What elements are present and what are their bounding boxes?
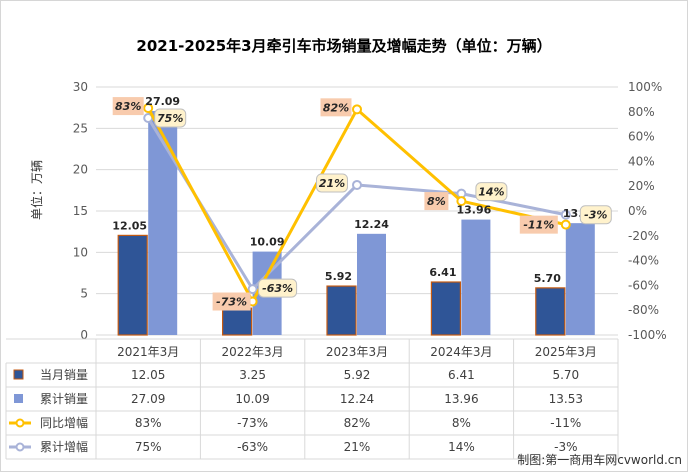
table-cell: 10.09 bbox=[235, 392, 269, 406]
bar-cumulative bbox=[565, 223, 595, 335]
monthly-value-label: 12.05 bbox=[112, 219, 147, 232]
yoy-point bbox=[352, 104, 362, 115]
yoy-point bbox=[143, 103, 154, 114]
chart-title: 2021-2025年3月牵引车市场销量及增幅走势（单位：万辆） bbox=[136, 37, 551, 55]
legend-label: 累计销量 bbox=[40, 392, 88, 406]
cum-growth-point bbox=[352, 179, 362, 190]
table-cell: 13.53 bbox=[549, 392, 583, 406]
yoy-label-box bbox=[112, 97, 144, 116]
x-category-label: 2022年3月 bbox=[222, 345, 284, 359]
table-cell: 21% bbox=[344, 440, 371, 454]
y-tick-label: 15 bbox=[73, 204, 88, 218]
table-cell: 13.96 bbox=[444, 392, 478, 406]
bar-cumulative bbox=[357, 233, 386, 335]
yoy-label-box bbox=[320, 98, 352, 117]
bar-cumulative bbox=[148, 111, 178, 335]
cumulative-value-label: 13.96 bbox=[457, 204, 492, 217]
bar-monthly bbox=[117, 234, 148, 336]
x-category-label: 2024年3月 bbox=[430, 345, 492, 359]
cum-growth-label-box bbox=[258, 278, 298, 298]
y2-tick-label: 40% bbox=[628, 154, 655, 168]
y2-tick-label: -60% bbox=[628, 278, 659, 292]
monthly-value-label: 5.70 bbox=[534, 272, 561, 285]
y-tick-label: 20 bbox=[73, 163, 88, 177]
table-cell: 5.92 bbox=[344, 368, 371, 382]
bar-monthly bbox=[430, 281, 461, 336]
table-cell: 3.25 bbox=[239, 368, 266, 382]
legend-label: 同比增幅 bbox=[40, 415, 88, 430]
legend-label: 当月销量 bbox=[40, 368, 88, 382]
table-cell: -3% bbox=[554, 440, 577, 454]
y2-tick-label: 0% bbox=[628, 204, 647, 218]
bar-monthly bbox=[326, 285, 357, 336]
bar-monthly bbox=[535, 287, 566, 336]
y-tick-label: 10 bbox=[73, 245, 88, 259]
cum-growth-label: 75% bbox=[157, 112, 183, 125]
table-cell: 82% bbox=[344, 416, 371, 430]
y-tick-label: 30 bbox=[73, 80, 88, 94]
yoy-label: 8% bbox=[427, 195, 446, 208]
cumulative-value-label: 12.24 bbox=[354, 218, 389, 231]
legend-marker bbox=[15, 418, 25, 428]
legend-label: 累计增幅 bbox=[40, 439, 88, 454]
cum-growth-label-box bbox=[579, 205, 612, 225]
monthly-value-label: 6.41 bbox=[429, 266, 456, 279]
cum-growth-label: -3% bbox=[584, 209, 607, 222]
y2-tick-label: 20% bbox=[628, 179, 655, 193]
cum-growth-point bbox=[247, 284, 258, 295]
y-tick-label: 0 bbox=[80, 328, 88, 342]
y2-tick-label: -20% bbox=[628, 229, 659, 243]
yoy-label-box bbox=[424, 192, 449, 211]
x-category-label: 2025年3月 bbox=[535, 345, 597, 359]
table-cell: 14% bbox=[448, 440, 475, 454]
yoy-point bbox=[456, 196, 467, 207]
y2-tick-label: -80% bbox=[628, 303, 659, 317]
table-cell: 83% bbox=[135, 416, 162, 430]
bar-monthly bbox=[222, 307, 253, 336]
table-cell: 6.41 bbox=[448, 368, 475, 382]
legend-marker bbox=[15, 442, 25, 452]
y2-tick-label: 80% bbox=[628, 105, 655, 119]
cum-growth-label-box bbox=[475, 182, 508, 202]
table-cell: 8% bbox=[452, 416, 471, 430]
bar-cumulative bbox=[461, 219, 491, 335]
table-cell: 5.70 bbox=[552, 368, 579, 382]
x-category-label: 2023年3月 bbox=[326, 345, 388, 359]
cum-growth-label: -63% bbox=[262, 282, 293, 295]
yoy-point bbox=[560, 219, 571, 230]
yoy-label-box bbox=[519, 215, 558, 234]
table-cell: 27.09 bbox=[131, 392, 165, 406]
legend-swatch-monthly bbox=[13, 369, 24, 380]
yoy-label-box bbox=[212, 292, 251, 311]
y-tick-label: 5 bbox=[80, 287, 88, 301]
yoy-label: -73% bbox=[216, 296, 247, 309]
y2-tick-label: -100% bbox=[628, 328, 667, 342]
cumulative-value-label: 27.09 bbox=[145, 95, 180, 108]
legend-swatch-cumulative bbox=[14, 394, 23, 403]
cum-growth-label: 21% bbox=[319, 177, 345, 190]
table-cell: -73% bbox=[237, 416, 268, 430]
y2-tick-label: 100% bbox=[628, 80, 662, 94]
table-cell: 12.05 bbox=[131, 368, 165, 382]
table-cell: 12.24 bbox=[340, 392, 374, 406]
y-tick-label: 25 bbox=[73, 121, 88, 135]
cum-growth-label: 14% bbox=[478, 186, 504, 199]
cumulative-value-label: 10.09 bbox=[250, 236, 285, 249]
table-cell: -11% bbox=[550, 416, 581, 430]
cum-growth-label-box bbox=[316, 173, 348, 193]
cum-growth-label-box bbox=[154, 108, 187, 128]
yoy-label: -11% bbox=[523, 219, 554, 232]
yoy-label: 82% bbox=[323, 101, 349, 114]
y2-tick-label: -40% bbox=[628, 254, 659, 268]
x-category-label: 2021年3月 bbox=[117, 345, 179, 359]
y-axis-label: 单位：万辆 bbox=[29, 160, 44, 220]
table-cell: -63% bbox=[237, 440, 268, 454]
cum-growth-point bbox=[560, 209, 571, 220]
table-cell: 75% bbox=[135, 440, 162, 454]
watermark: 制图:第一商用车网cvworld.cn bbox=[517, 452, 682, 467]
yoy-label: 83% bbox=[115, 100, 141, 113]
y2-tick-label: 60% bbox=[628, 130, 655, 144]
monthly-value-label: 5.92 bbox=[325, 270, 352, 283]
